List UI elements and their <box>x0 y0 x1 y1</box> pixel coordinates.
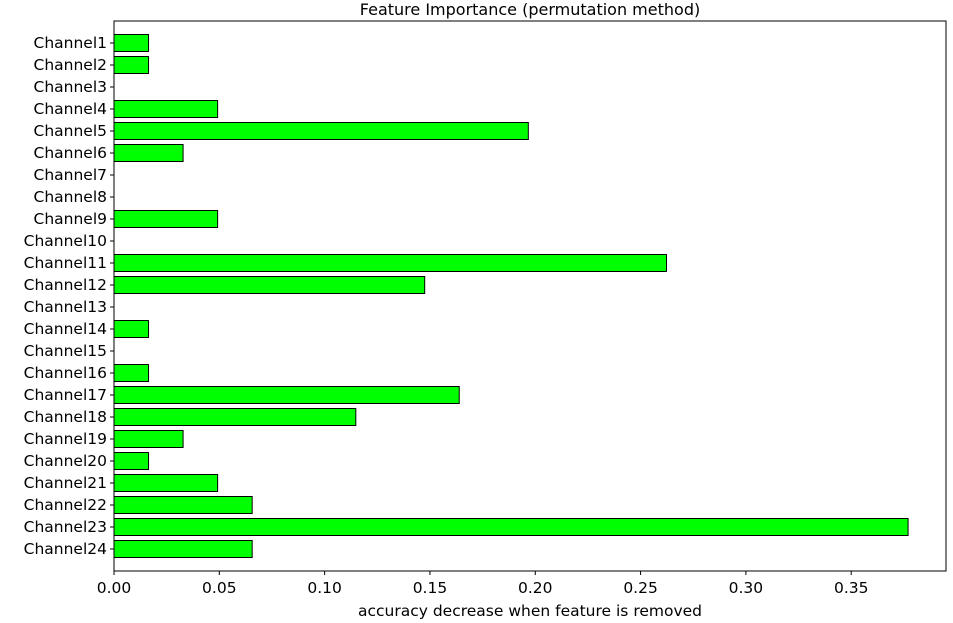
bar-channel9 <box>113 210 219 228</box>
bar-channel4 <box>113 100 219 118</box>
y-tick-label: Channel13 <box>24 298 107 316</box>
y-tick-label: Channel14 <box>24 320 107 338</box>
x-tick-label: 0.20 <box>518 579 553 597</box>
y-tick-label: Channel17 <box>24 386 107 404</box>
bar-channel17 <box>113 386 460 404</box>
x-tick-label: 0.05 <box>202 579 237 597</box>
y-tick-label: Channel15 <box>24 342 107 360</box>
bar-channel5 <box>113 122 529 140</box>
x-axis-title: accuracy decrease when feature is remove… <box>358 602 702 620</box>
y-tick-label: Channel24 <box>24 540 107 558</box>
x-tick-label: 0.30 <box>729 579 764 597</box>
bar-channel20 <box>113 452 150 470</box>
x-tick-label: 0.15 <box>413 579 448 597</box>
y-tick-label: Channel3 <box>34 78 108 96</box>
bar-channel6 <box>113 144 184 162</box>
x-tick-label: 0.25 <box>623 579 658 597</box>
bar-channel22 <box>113 496 253 514</box>
y-tick-label: Channel9 <box>34 210 108 228</box>
y-tick-label: Channel7 <box>34 166 108 184</box>
bar-channel16 <box>113 364 150 382</box>
y-tick-label: Channel8 <box>34 188 108 206</box>
y-tick-label: Channel19 <box>24 430 107 448</box>
y-tick-label: Channel23 <box>24 518 107 536</box>
chart-title: Feature Importance (permutation method) <box>360 0 700 19</box>
y-tick-label: Channel11 <box>24 254 107 272</box>
bar-channel2 <box>113 56 150 74</box>
bar-channel23 <box>113 518 909 536</box>
x-tick-label: 0.35 <box>834 579 869 597</box>
bar-channel14 <box>113 320 150 338</box>
bar-channel1 <box>113 34 150 52</box>
y-tick-label: Channel10 <box>24 232 107 250</box>
y-tick-label: Channel4 <box>34 100 108 118</box>
y-tick-label: Channel21 <box>24 474 107 492</box>
y-tick-label: Channel18 <box>24 408 107 426</box>
y-tick-label: Channel20 <box>24 452 107 470</box>
y-tick-label: Channel22 <box>24 496 107 514</box>
y-tick-label: Channel5 <box>34 122 108 140</box>
plot-frame <box>113 20 947 572</box>
y-tick-label: Channel12 <box>24 276 107 294</box>
y-tick-label: Channel16 <box>24 364 107 382</box>
bar-channel18 <box>113 408 357 426</box>
bar-channel19 <box>113 430 184 448</box>
bars-layer <box>113 34 909 558</box>
y-axis: Channel1 Channel2 Channel3 Channel4 Channel5… <box>24 34 114 558</box>
bar-channel24 <box>113 540 253 558</box>
y-tick-label: Channel2 <box>34 56 108 74</box>
x-tick-label: 0.00 <box>97 579 132 597</box>
y-tick-label: Channel1 <box>34 34 108 52</box>
x-tick-label: 0.10 <box>307 579 342 597</box>
bar-channel11 <box>113 254 667 272</box>
bar-channel21 <box>113 474 219 492</box>
x-axis: 0.00 0.05 0.10 0.15 0.20 0.25 0.30 0.35 <box>97 571 869 597</box>
bar-channel12 <box>113 276 426 294</box>
y-tick-label: Channel6 <box>34 144 108 162</box>
